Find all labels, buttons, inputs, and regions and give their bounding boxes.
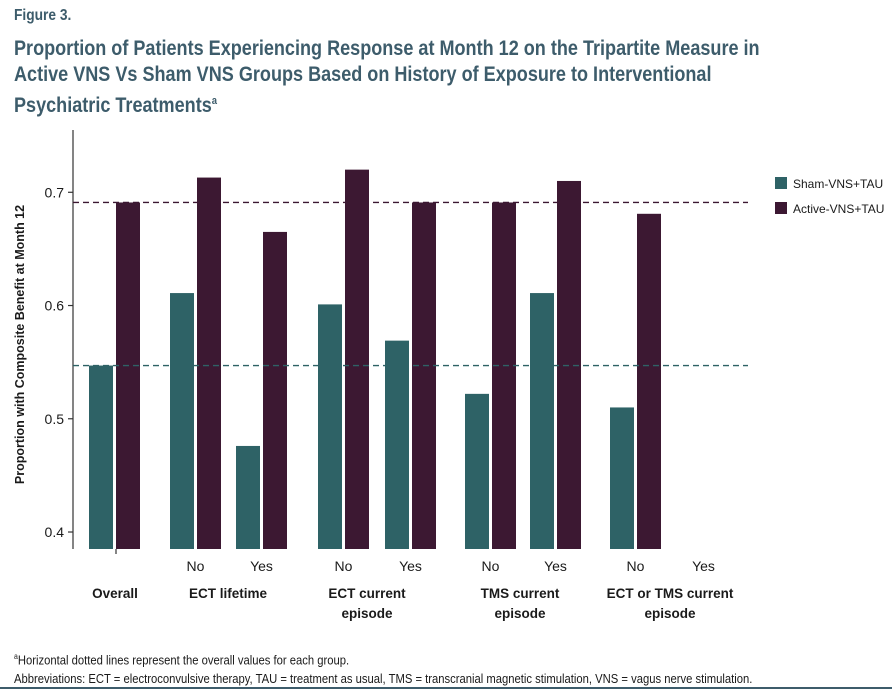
legend-swatch: [775, 202, 787, 214]
bottom-rule: [0, 687, 892, 689]
category-label: Yes: [250, 558, 273, 574]
category-label: No: [482, 558, 500, 574]
figure-title: Proportion of Patients Experiencing Resp…: [14, 36, 788, 119]
category-label: Yes: [544, 558, 567, 574]
sham-bar: [610, 407, 634, 549]
y-tick-label: 0.4: [45, 524, 65, 540]
group-label: ECT or TMS current: [607, 586, 734, 601]
bar-chart: 0.4 0.5 0.6 0.7 Proportion with Composite Be…: [13, 130, 884, 621]
category-label: No: [627, 558, 645, 574]
y-tick-label: 0.5: [45, 411, 65, 427]
active-bar: [412, 202, 436, 549]
active-bar: [263, 231, 287, 549]
category-label: Yes: [692, 558, 715, 574]
sham-bar: [170, 293, 194, 549]
sham-bar: [465, 393, 489, 549]
active-bar: [492, 202, 516, 549]
footnotes: aHorizontal dotted lines represent the o…: [14, 647, 888, 688]
legend-swatch: [775, 177, 787, 189]
y-tick-label: 0.6: [45, 298, 65, 314]
y-axis-label: Proportion with Composite Benefit at Mon…: [13, 205, 27, 484]
group-label: episode: [341, 606, 393, 621]
sham-bar: [530, 293, 554, 549]
y-tick-label: 0.7: [45, 184, 65, 200]
figure-label: Figure 3.: [14, 7, 72, 24]
group-label: Overall: [92, 586, 138, 601]
group-label: ECT lifetime: [189, 586, 268, 601]
footnote-marker: a: [14, 652, 18, 661]
footnote-text: Horizontal dotted lines represent the ov…: [17, 652, 350, 668]
group-label: ECT current: [328, 586, 406, 601]
group-label: TMS current: [481, 586, 560, 601]
active-bar: [116, 202, 140, 549]
active-bar: [637, 213, 661, 550]
group-label: episode: [644, 606, 696, 621]
category-label: Yes: [399, 558, 422, 574]
sham-bar: [318, 304, 342, 549]
sham-bar: [385, 340, 409, 549]
category-label: No: [187, 558, 205, 574]
sham-bar: [89, 365, 113, 549]
category-label: No: [335, 558, 353, 574]
legend-label: Active-VNS+TAU: [793, 202, 884, 216]
active-bar: [197, 177, 221, 549]
legend-label: Sham-VNS+TAU: [793, 177, 883, 191]
footnote-note: aHorizontal dotted lines represent the o…: [14, 647, 888, 669]
group-label: episode: [494, 606, 546, 621]
figure-title-text: Proportion of Patients Experiencing Resp…: [14, 37, 760, 117]
active-bar: [345, 169, 369, 549]
footnote-abbreviations: Abbreviations: ECT = electroconvulsive t…: [14, 671, 753, 687]
title-footnote-marker: a: [211, 95, 218, 107]
sham-bar: [236, 445, 260, 549]
